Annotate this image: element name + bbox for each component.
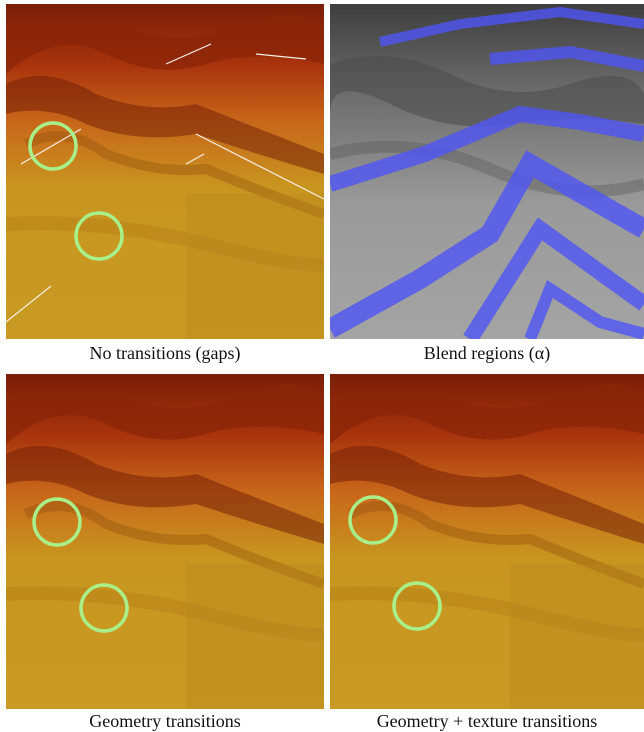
panel-no-transitions <box>6 4 324 339</box>
highlight-circle-upper <box>348 495 398 545</box>
caption-geometry-texture-transitions: Geometry + texture transitions <box>376 711 598 731</box>
panel-geometry-transitions <box>6 374 324 709</box>
highlight-circle-lower <box>79 583 129 633</box>
highlight-circle-upper <box>28 121 78 171</box>
blend-bands <box>330 6 644 339</box>
highlight-circle-upper <box>32 497 82 547</box>
terrain-render <box>330 374 644 709</box>
highlight-circle-lower <box>392 581 442 631</box>
terrain-render <box>6 4 324 339</box>
caption-geometry-transitions: Geometry transitions <box>89 711 241 731</box>
panel-geometry-texture-transitions <box>330 374 644 709</box>
highlight-circle-lower <box>74 211 124 261</box>
caption-no-transitions: No transitions (gaps) <box>89 343 241 363</box>
blend-render <box>330 4 644 339</box>
terrain-render <box>6 374 324 709</box>
panel-blend-regions <box>330 4 644 339</box>
crack-lines <box>6 43 324 323</box>
caption-blend-regions: Blend regions (α) <box>423 343 551 363</box>
